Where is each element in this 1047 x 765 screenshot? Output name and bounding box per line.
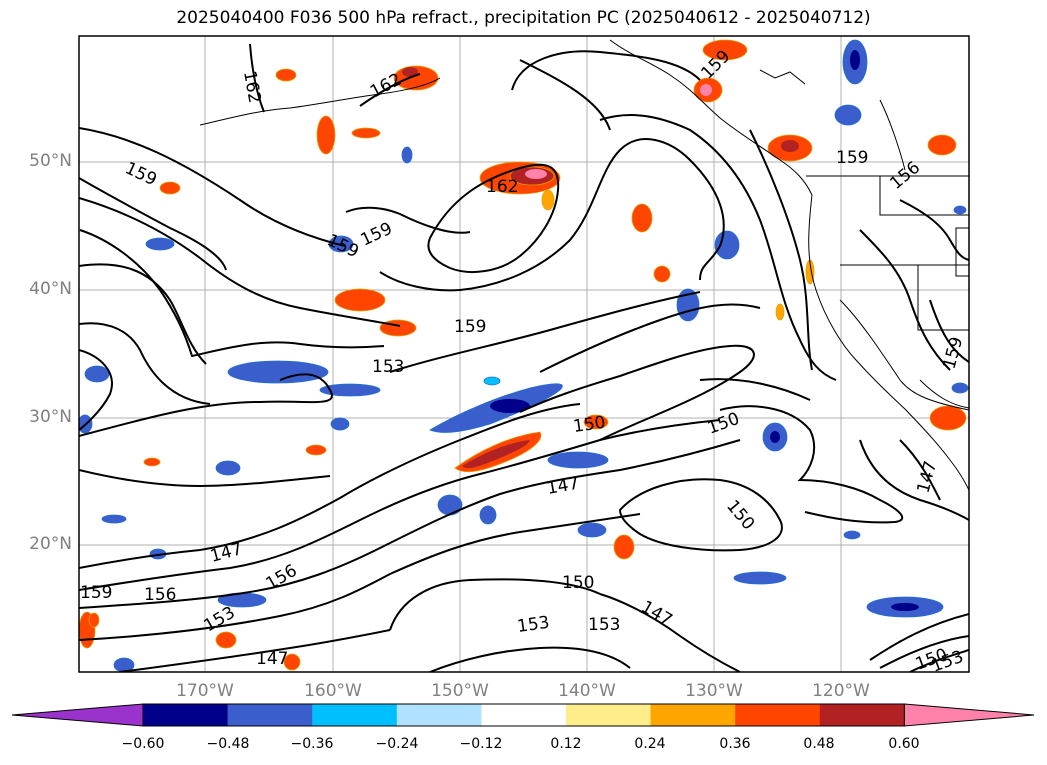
colorbar-frame xyxy=(142,703,905,727)
lon-label-130w: 130°W xyxy=(685,681,743,701)
map-frame xyxy=(78,35,970,673)
colorbar-tick-label: 0.60 xyxy=(888,736,920,752)
colorbar-tick-label: −0.48 xyxy=(206,736,250,752)
negative-precip-area xyxy=(79,39,969,672)
lat-label-20n: 20°N xyxy=(29,534,72,554)
contour-label: 150 xyxy=(705,409,742,439)
contour-label: 162 xyxy=(239,69,264,104)
gridlines xyxy=(79,36,969,672)
colorbar-tick-label: 0.36 xyxy=(719,736,751,752)
colorbar-segment xyxy=(481,704,567,726)
contour-label: 150 xyxy=(562,573,594,593)
contour-label: 153 xyxy=(372,357,404,377)
colorbar xyxy=(11,703,1035,727)
contour-label: 147 xyxy=(545,474,580,499)
colorbar-tick-label: −0.36 xyxy=(290,736,334,752)
coastlines xyxy=(199,39,969,491)
contour-label: 159 xyxy=(122,158,160,190)
lat-label-50n: 50°N xyxy=(29,151,72,171)
contour-label: 147 xyxy=(638,597,676,631)
contour-label: 159 xyxy=(80,583,112,603)
colorbar-segment xyxy=(735,704,821,726)
contour-label: 159 xyxy=(454,317,486,337)
contour-label: 159 xyxy=(836,148,868,168)
colorbar-tick-label: 0.12 xyxy=(550,736,582,752)
colorbar-extend-low xyxy=(11,703,144,727)
colorbar-segment xyxy=(312,704,398,726)
positive-precip-area xyxy=(79,39,967,671)
colorbar-segment xyxy=(227,704,313,726)
lat-label-40n: 40°N xyxy=(29,279,72,299)
colorbar-tick-label: 0.24 xyxy=(634,736,666,752)
contour-labels: 162 162 159 162 159 159 159 159 156 153 … xyxy=(80,46,968,672)
contour-label: 153 xyxy=(516,613,551,637)
contour-label: 150 xyxy=(722,496,758,534)
contour-label: 150 xyxy=(572,413,607,437)
colorbar-segment xyxy=(650,704,736,726)
colorbar-tick-label: −0.24 xyxy=(375,736,419,752)
refractivity-contours xyxy=(79,43,969,672)
colorbar-tick-label: 0.48 xyxy=(803,736,835,752)
precip-shading xyxy=(79,39,969,672)
lat-label-30n: 30°N xyxy=(29,407,72,427)
colorbar-segment xyxy=(819,704,905,726)
colorbar-segment xyxy=(566,704,652,726)
lon-label-140w: 140°W xyxy=(558,681,616,701)
contour-label: 147 xyxy=(208,539,245,567)
colorbar-extend-high xyxy=(903,703,1035,727)
contour-label: 159 xyxy=(324,230,362,262)
contour-label: 147 xyxy=(914,459,942,496)
contour-label: 162 xyxy=(486,177,518,197)
colorbar-tick-label: −0.12 xyxy=(459,736,503,752)
colorbar-segment xyxy=(143,704,229,726)
colorbar-segment xyxy=(396,704,482,726)
lon-label-160w: 160°W xyxy=(304,681,362,701)
contour-label: 156 xyxy=(144,585,176,605)
lon-label-170w: 170°W xyxy=(176,681,234,701)
contour-label: 159 xyxy=(358,219,396,251)
contour-label: 153 xyxy=(201,603,239,637)
lon-label-120w: 120°W xyxy=(812,681,870,701)
map-title: 2025040400 F036 500 hPa refract., precip… xyxy=(176,8,871,28)
contour-label: 156 xyxy=(886,158,924,194)
contour-label: 147 xyxy=(256,649,288,669)
contour-label: 153 xyxy=(588,615,620,635)
lon-label-150w: 150°W xyxy=(431,681,489,701)
contour-label: 159 xyxy=(940,335,968,372)
colorbar-tick-label: −0.60 xyxy=(121,736,165,752)
